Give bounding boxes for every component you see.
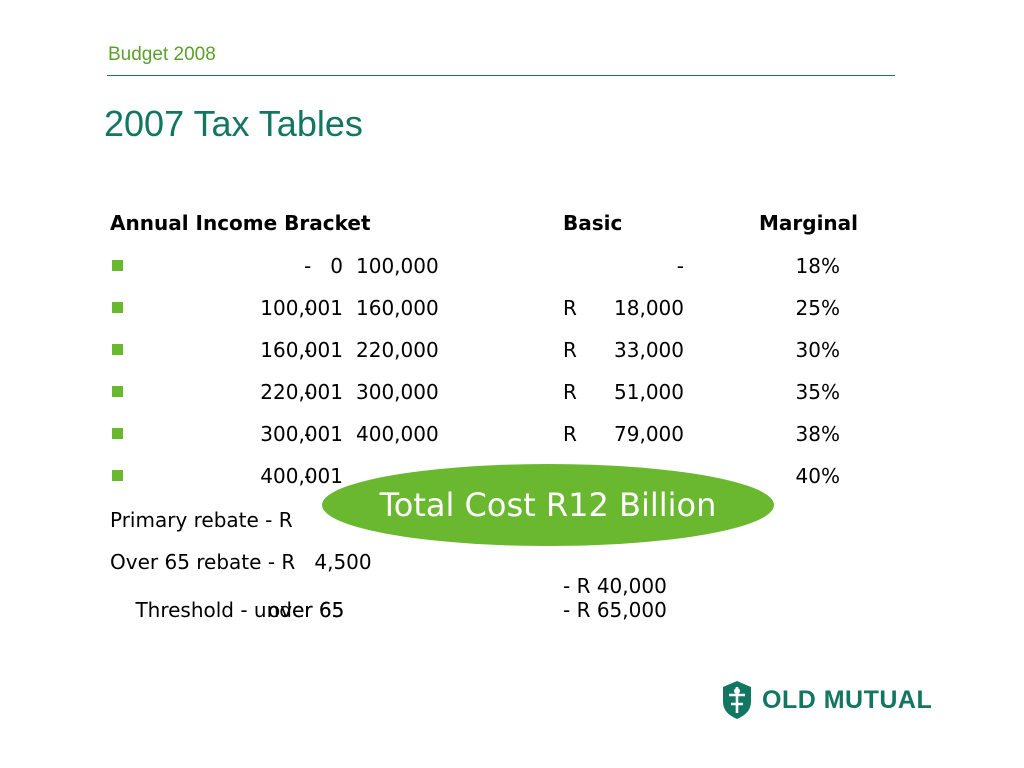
bracket-from: 160,001 — [260, 338, 343, 362]
basic-amount: 33,000 — [614, 338, 684, 362]
basic-currency: R — [563, 380, 577, 404]
header-divider — [107, 75, 895, 76]
header-income-bracket: Annual Income Bracket — [110, 211, 371, 235]
threshold-over65-line: over 65 - R 65,000 — [110, 598, 910, 622]
callout-text: Total Cost R12 Billion — [379, 486, 717, 524]
threshold-under65-value: - R 40,000 — [563, 574, 667, 598]
table-row: 400,001 - 40% — [110, 464, 910, 506]
bracket-from: 400,001 — [260, 464, 343, 488]
basic-amount: 79,000 — [614, 422, 684, 446]
slide-header: Budget 2008 — [108, 44, 216, 65]
marginal-rate: 40% — [795, 464, 840, 488]
bracket-dash: - — [304, 422, 312, 446]
bracket-to: 160,000 — [356, 296, 439, 320]
old-mutual-logo: OLD MUTUAL — [720, 680, 932, 720]
bullet-icon — [112, 260, 123, 271]
table-header-row: Annual Income Bracket Basic Marginal — [110, 211, 910, 237]
bracket-dash: - — [304, 254, 312, 278]
header-marginal: Marginal — [759, 211, 859, 235]
primary-rebate-line: Primary rebate - R — [110, 508, 312, 532]
bracket-to: 220,000 — [356, 338, 439, 362]
bullet-icon — [112, 428, 123, 439]
table-row: 160,001 - 220,000 R 33,000 30% — [110, 338, 910, 380]
bracket-to: 300,000 — [356, 380, 439, 404]
over65-rebate-line: Over 65 rebate - R 4,500 — [110, 550, 372, 574]
bracket-from: 100,001 — [260, 296, 343, 320]
bullet-icon — [112, 344, 123, 355]
basic-currency: R — [563, 422, 577, 446]
rebate-notes: Primary rebate - R Over 65 rebate - R 4,… — [110, 508, 910, 622]
bracket-dash: - — [304, 380, 312, 404]
bullet-icon — [112, 302, 123, 313]
tax-table: Annual Income Bracket Basic Marginal 0 -… — [110, 211, 910, 506]
bracket-from: 0 — [330, 254, 343, 278]
basic-amount: 18,000 — [614, 296, 684, 320]
basic-amount: - — [676, 254, 684, 278]
bracket-from: 300,001 — [260, 422, 343, 446]
basic-currency: R — [563, 338, 577, 362]
marginal-rate: 18% — [795, 254, 840, 278]
bullet-icon — [112, 386, 123, 397]
old-mutual-emblem-icon — [723, 681, 751, 719]
threshold-line: Threshold - under 65 - R 40,000 — [110, 574, 910, 622]
marginal-rate: 38% — [795, 422, 840, 446]
header-basic: Basic — [563, 211, 623, 235]
table-row: 300,001 - 400,000 R 79,000 38% — [110, 422, 910, 464]
basic-amount: 51,000 — [614, 380, 684, 404]
bracket-from: 220,001 — [260, 380, 343, 404]
threshold-over65-label: over 65 — [268, 598, 345, 622]
total-cost-callout: Total Cost R12 Billion — [322, 464, 774, 546]
bracket-dash: - — [304, 338, 312, 362]
threshold-over65-value: - R 65,000 — [563, 598, 667, 622]
basic-currency: R — [563, 296, 577, 320]
marginal-rate: 25% — [795, 296, 840, 320]
table-row: 220,001 - 300,000 R 51,000 35% — [110, 380, 910, 422]
bracket-dash: - — [304, 464, 312, 488]
table-row: 0 - 100,000 - 18% — [110, 254, 910, 296]
threshold-label: Threshold - under 65 — [135, 598, 345, 622]
marginal-rate: 35% — [795, 380, 840, 404]
bracket-to: 400,000 — [356, 422, 439, 446]
bracket-dash: - — [304, 296, 312, 320]
bullet-icon — [112, 470, 123, 481]
slide-title: 2007 Tax Tables — [104, 103, 363, 144]
table-row: 100,001 - 160,000 R 18,000 25% — [110, 296, 910, 338]
logo-text: OLD MUTUAL — [762, 685, 933, 714]
bracket-to: 100,000 — [356, 254, 439, 278]
marginal-rate: 30% — [795, 338, 840, 362]
